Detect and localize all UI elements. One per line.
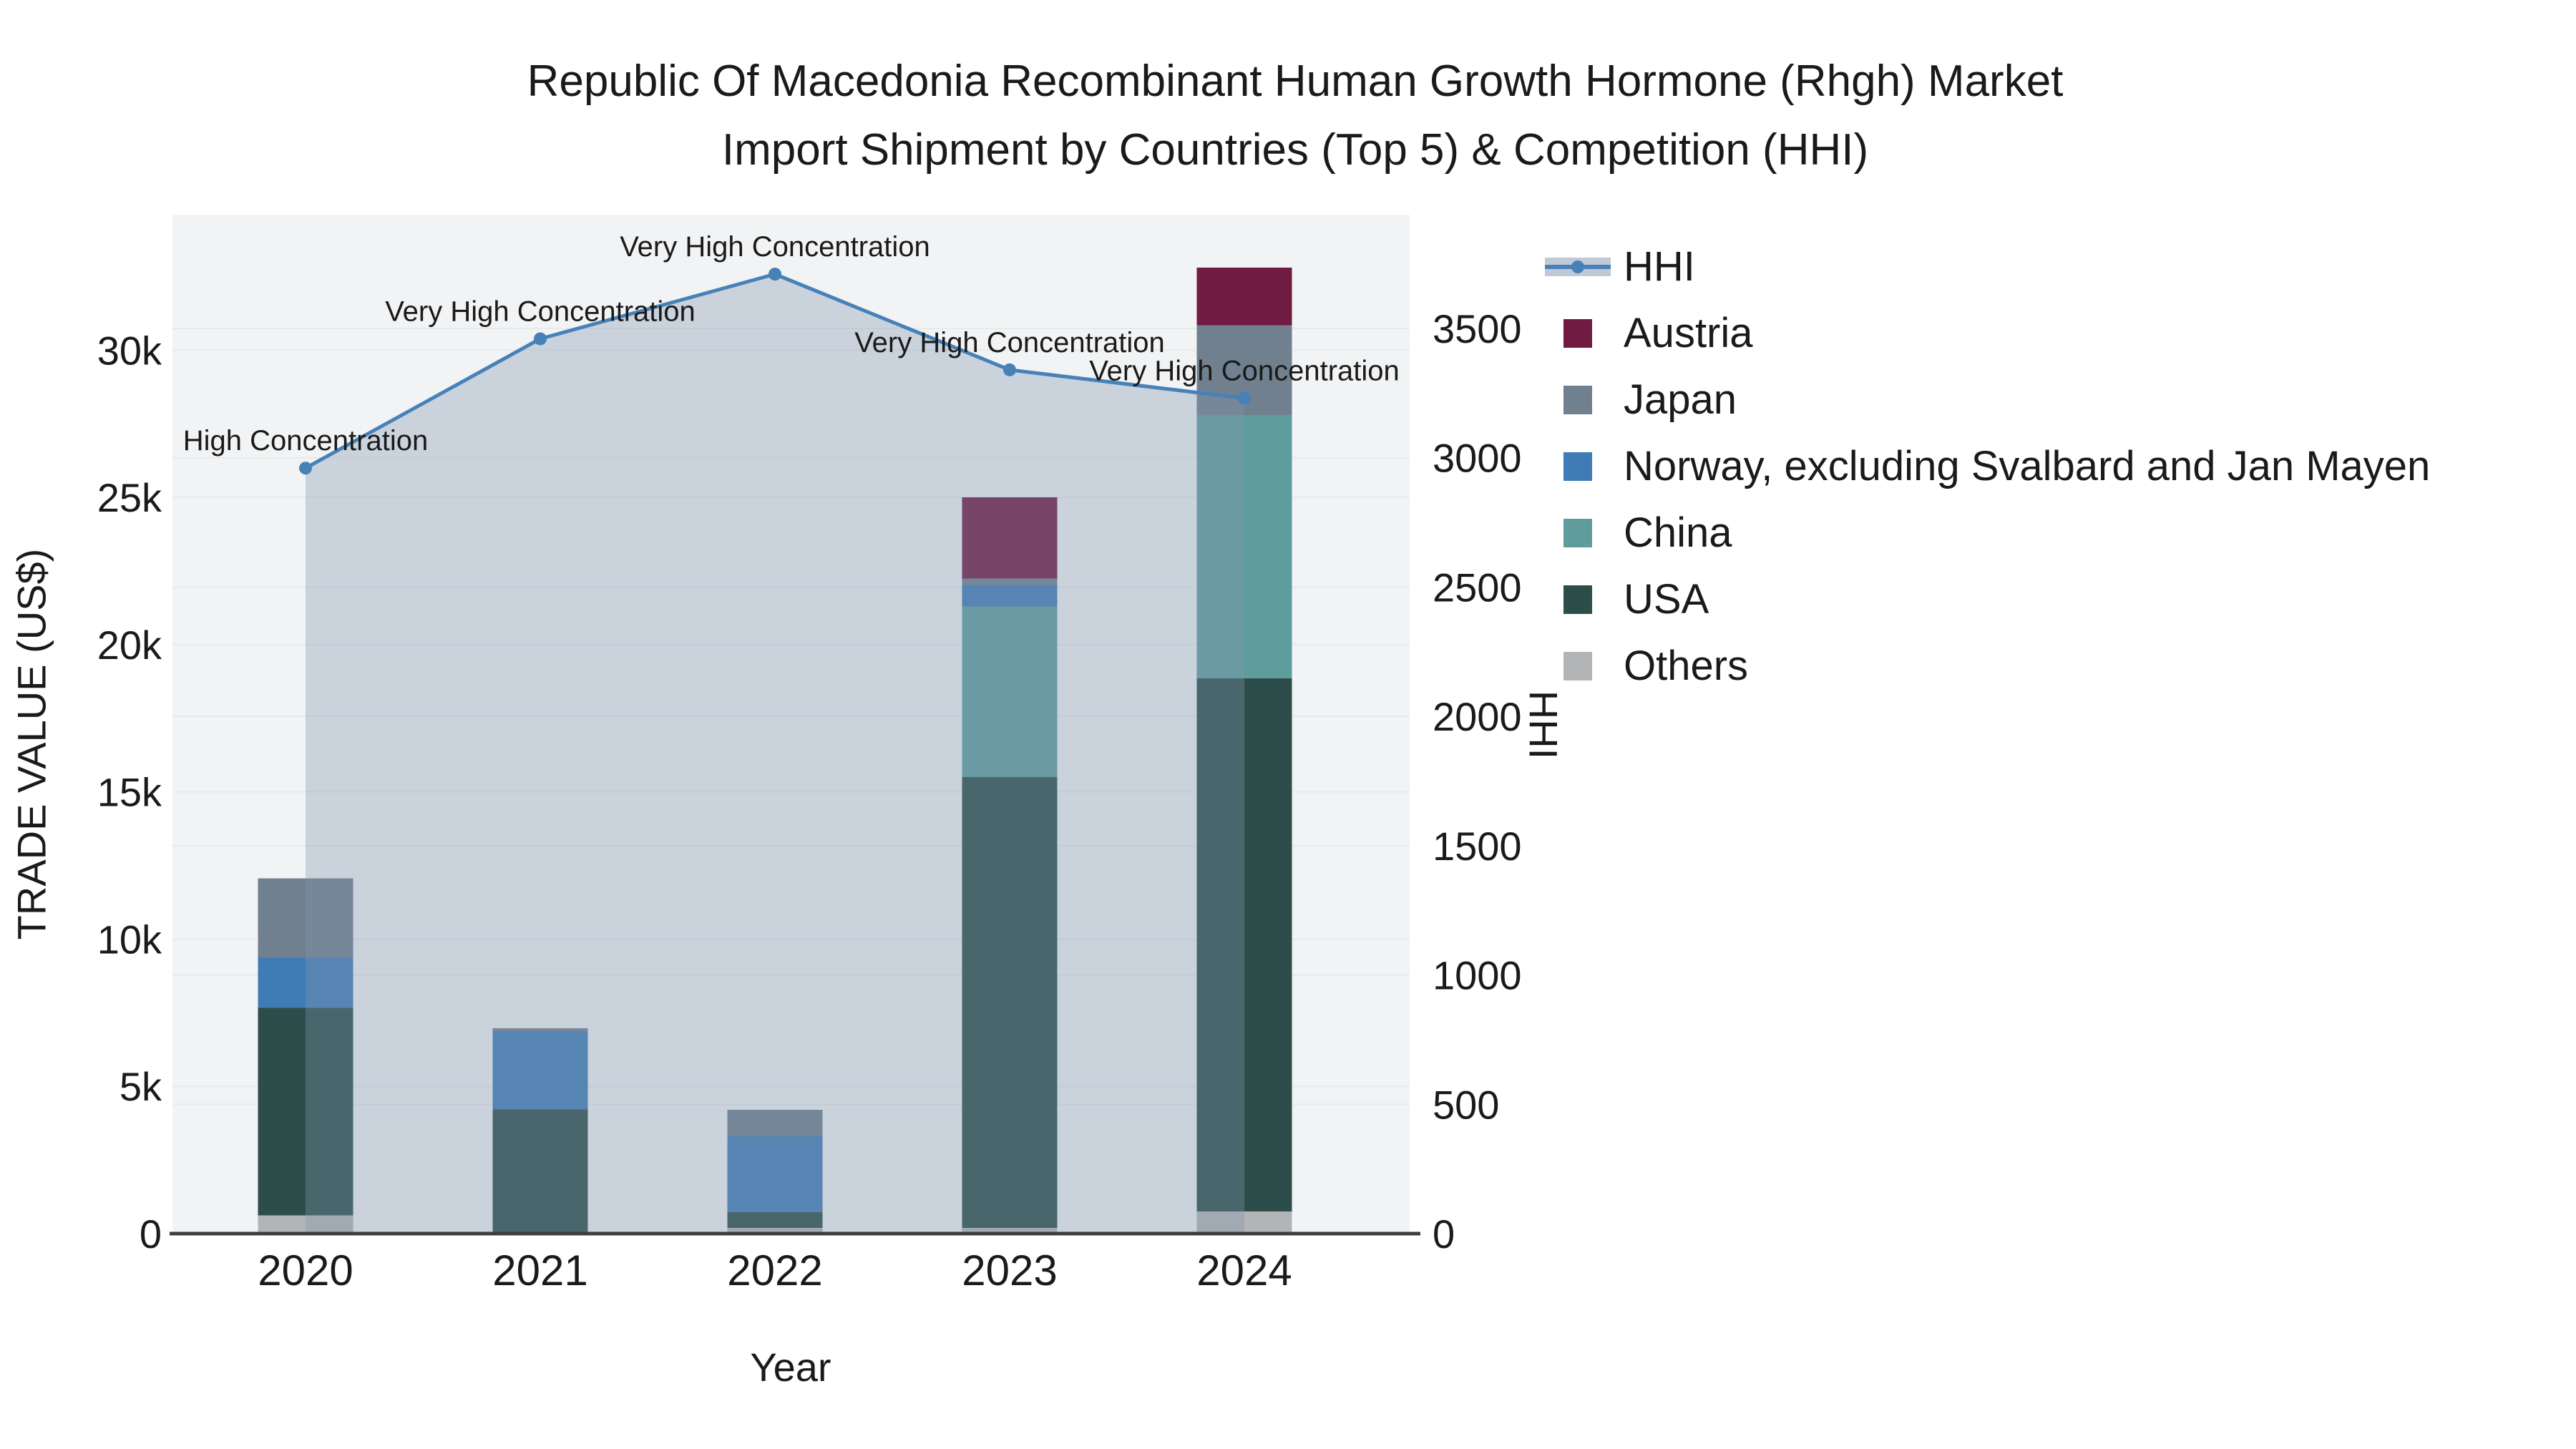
bar-segment[interactable] xyxy=(727,1110,823,1137)
hhi-annotation: Very High Concentration xyxy=(620,231,930,263)
legend-label: HHI xyxy=(1624,243,1695,290)
x-tick-label: 2024 xyxy=(1196,1246,1292,1294)
y-left-tick-label: 5k xyxy=(119,1064,162,1109)
legend-item-austria[interactable]: Austria xyxy=(1545,300,2430,366)
legend-item-japan[interactable]: Japan xyxy=(1545,366,2430,433)
x-tick-label: 2022 xyxy=(727,1246,822,1294)
legend-label: USA xyxy=(1624,576,1709,623)
y-right-tick-label: 3000 xyxy=(1433,436,1522,481)
bar-segment[interactable] xyxy=(258,1008,353,1216)
bar-segment[interactable] xyxy=(962,606,1058,778)
austria-color-swatch xyxy=(1563,318,1592,348)
bar-segment[interactable] xyxy=(727,1211,823,1229)
hhi-annotation: Very High Concentration xyxy=(1089,356,1400,387)
legend-item-china[interactable]: China xyxy=(1545,499,2430,566)
hhi-marker[interactable] xyxy=(1003,363,1016,376)
y-left-tick-label: 0 xyxy=(140,1211,162,1257)
bar-segment[interactable] xyxy=(1196,678,1292,1212)
y-left-tick-label: 10k xyxy=(97,917,162,962)
bar-segment[interactable] xyxy=(1196,414,1292,679)
legend-label: China xyxy=(1624,509,1732,556)
bar-segment[interactable] xyxy=(492,1031,588,1110)
legend-label: Norway, excluding Svalbard and Jan Mayen xyxy=(1624,443,2431,489)
bar-segment[interactable] xyxy=(492,1028,588,1032)
hhi-marker[interactable] xyxy=(1238,391,1251,405)
legend-item-norway[interactable]: Norway, excluding Svalbard and Jan Mayen xyxy=(1545,433,2430,499)
chart-title: Republic Of Macedonia Recombinant Human … xyxy=(0,47,2576,185)
hhi-area-fill xyxy=(306,274,1244,1234)
x-tick-label: 2023 xyxy=(962,1246,1057,1294)
china-color-swatch xyxy=(1563,518,1592,547)
x-tick-label: 2020 xyxy=(258,1246,353,1294)
bar-segment[interactable] xyxy=(492,1109,588,1234)
hhi-marker[interactable] xyxy=(534,332,547,346)
y-left-tick-label: 20k xyxy=(97,623,162,668)
hhi-annotation: Very High Concentration xyxy=(385,296,696,327)
norway-color-swatch xyxy=(1563,452,1592,481)
hhi-area-line-swatch xyxy=(1545,257,1611,276)
y-right-tick-label: 1500 xyxy=(1433,824,1522,869)
bar-segment[interactable] xyxy=(1196,268,1292,326)
bar-segment[interactable] xyxy=(962,777,1058,1228)
bar-segment[interactable] xyxy=(258,878,353,958)
bar-segment[interactable] xyxy=(962,578,1058,585)
legend: HHI Austria Japan Norway, excluding Sval… xyxy=(1545,233,2430,699)
others-color-swatch xyxy=(1563,651,1592,680)
y-left-tick-label: 30k xyxy=(97,328,162,373)
bar-segment[interactable] xyxy=(1196,1211,1292,1234)
bar-segment[interactable] xyxy=(258,1215,353,1234)
hhi-marker-dot xyxy=(1571,260,1584,273)
y-right-tick-label: 2500 xyxy=(1433,565,1522,610)
legend-item-others[interactable]: Others xyxy=(1545,633,2430,699)
legend-item-usa[interactable]: USA xyxy=(1545,566,2430,633)
y-right-tick-label: 2000 xyxy=(1433,694,1522,739)
x-tick-label: 2021 xyxy=(492,1246,587,1294)
y-axis-title-right: HHI xyxy=(1521,690,1566,760)
bar-segment[interactable] xyxy=(727,1228,823,1234)
bar-segment[interactable] xyxy=(727,1136,823,1212)
legend-label: Others xyxy=(1624,643,1749,689)
x-axis-title: Year xyxy=(750,1345,831,1390)
bar-segment[interactable] xyxy=(258,957,353,1008)
chart-title-line1: Republic Of Macedonia Recombinant Human … xyxy=(527,57,2064,106)
bar-segment[interactable] xyxy=(962,585,1058,607)
bar-segment[interactable] xyxy=(962,1227,1058,1234)
hhi-annotation: Very High Concentration xyxy=(854,327,1165,358)
y-right-tick-label: 500 xyxy=(1433,1082,1499,1127)
y-right-tick-label: 0 xyxy=(1433,1211,1455,1257)
y-right-tick-label: 1000 xyxy=(1433,953,1522,998)
y-left-tick-label: 25k xyxy=(97,475,162,520)
hhi-annotation: High Concentration xyxy=(183,425,428,457)
legend-label: Austria xyxy=(1624,310,1753,356)
hhi-marker[interactable] xyxy=(769,268,781,281)
y-right-tick-label: 3500 xyxy=(1433,306,1522,351)
legend-item-hhi[interactable]: HHI xyxy=(1545,233,2430,300)
chart-title-line2: Import Shipment by Countries (Top 5) & C… xyxy=(721,125,1869,175)
usa-color-swatch xyxy=(1563,585,1592,614)
y-left-tick-label: 15k xyxy=(97,770,162,815)
bar-segment[interactable] xyxy=(962,497,1058,579)
y-axis-title-left: TRADE VALUE (US$) xyxy=(9,548,54,940)
japan-color-swatch xyxy=(1563,385,1592,414)
hhi-marker[interactable] xyxy=(299,462,312,475)
legend-label: Japan xyxy=(1624,376,1737,423)
